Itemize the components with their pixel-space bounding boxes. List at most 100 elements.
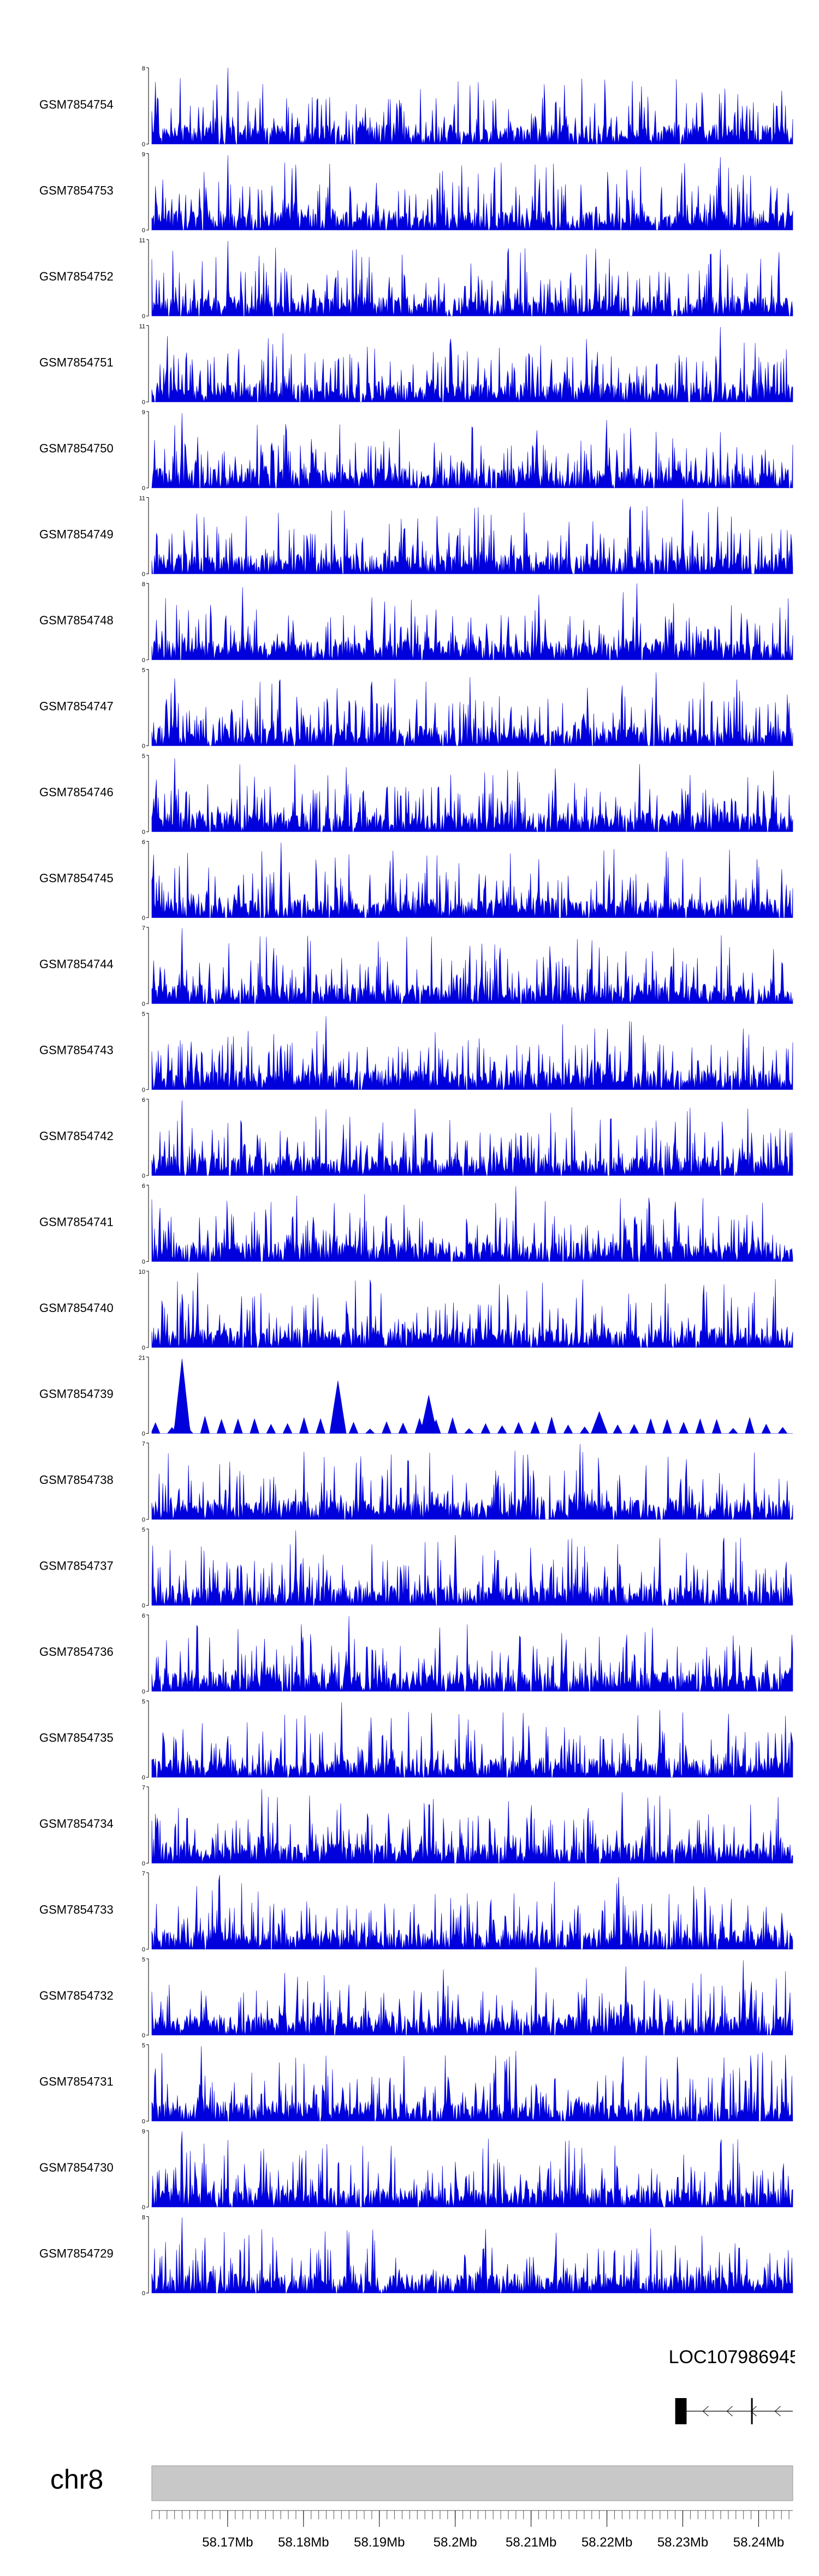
strand-arrow <box>702 2406 709 2417</box>
track-GSM7854749: GSM7854749 11 0 <box>39 496 793 578</box>
y-max-label: 11 <box>139 496 145 502</box>
y-max-label: 8 <box>142 2215 145 2221</box>
coverage-signal <box>151 2046 793 2121</box>
track-label: GSM7854734 <box>39 1817 114 1830</box>
y-max-label: 6 <box>142 1183 145 1190</box>
track-label: GSM7854747 <box>39 700 114 713</box>
track-label: GSM7854738 <box>39 1473 114 1487</box>
gene-track: LOC107986945 <box>669 2347 795 2424</box>
y-max-label: 7 <box>142 925 145 932</box>
track-label: GSM7854733 <box>39 1903 114 1917</box>
track-label: GSM7854744 <box>39 957 114 971</box>
chromosome-ideogram <box>151 2465 793 2501</box>
y-max-label: 10 <box>139 1269 145 1275</box>
track-GSM7854740: GSM7854740 10 0 <box>39 1269 793 1351</box>
track-label: GSM7854730 <box>39 2161 114 2174</box>
coverage-signal <box>151 67 793 145</box>
track-label: GSM7854741 <box>39 1215 114 1229</box>
coverage-signal <box>151 1444 793 1520</box>
coverage-signal <box>151 1530 793 1606</box>
strand-arrow <box>750 2406 757 2417</box>
y-min-label: 0 <box>142 1775 145 1781</box>
track-GSM7854752: GSM7854752 11 0 <box>39 237 793 320</box>
coverage-signal <box>151 155 793 230</box>
axis-tick-label: 58.23Mb <box>657 2535 708 2550</box>
y-min-label: 0 <box>142 915 145 922</box>
coverage-signal <box>151 1358 793 1434</box>
y-max-label: 8 <box>142 65 145 72</box>
coverage-signal <box>151 1875 793 1949</box>
y-min-label: 0 <box>142 2032 145 2039</box>
track-label: GSM7854731 <box>39 2075 114 2089</box>
axis-tick-label: 58.21Mb <box>506 2535 556 2550</box>
y-max-label: 6 <box>142 1613 145 1619</box>
y-min-label: 0 <box>142 1689 145 1695</box>
y-min-label: 0 <box>142 141 145 148</box>
track-label: GSM7854753 <box>39 184 114 198</box>
y-min-label: 0 <box>142 657 145 664</box>
y-max-label: 5 <box>142 667 145 674</box>
coverage-signal <box>151 928 793 1004</box>
coverage-signal <box>151 1702 793 1778</box>
track-label: GSM7854739 <box>39 1387 114 1401</box>
track-label: GSM7854740 <box>39 1301 114 1315</box>
track-GSM7854735: GSM7854735 5 0 <box>39 1699 793 1781</box>
track-label: GSM7854736 <box>39 1645 114 1659</box>
y-min-label: 0 <box>142 1173 145 1179</box>
axis-tick-label: 58.17Mb <box>202 2535 253 2550</box>
y-max-label: 5 <box>142 1957 145 1963</box>
chromosome-axis: chr8 58.17Mb 58.18Mb 58.19Mb 58.2Mb 58.21Mb 58… <box>50 2464 793 2550</box>
y-max-label: 11 <box>139 237 145 244</box>
y-max-label: 5 <box>142 2043 145 2049</box>
track-GSM7854747: GSM7854747 5 0 <box>39 667 793 750</box>
y-min-label: 0 <box>142 829 145 836</box>
track-label: GSM7854745 <box>39 872 114 885</box>
chromosome-label: chr8 <box>50 2464 103 2495</box>
y-max-label: 6 <box>142 1097 145 1104</box>
track-label: GSM7854743 <box>39 1043 114 1057</box>
axis-tick-label: 58.24Mb <box>733 2535 784 2550</box>
axis-tick-label: 58.2Mb <box>434 2535 477 2550</box>
coverage-signal <box>151 1016 793 1090</box>
coverage-signal <box>151 326 793 402</box>
y-min-label: 0 <box>142 1001 145 1007</box>
strand-arrow <box>726 2406 733 2417</box>
track-label: GSM7854750 <box>39 442 114 455</box>
y-max-label: 5 <box>142 1011 145 1018</box>
y-min-label: 0 <box>142 571 145 578</box>
y-min-label: 0 <box>142 1517 145 1523</box>
track-GSM7854738: GSM7854738 7 0 <box>39 1441 793 1523</box>
y-max-label: 5 <box>142 753 145 760</box>
y-min-label: 0 <box>142 1603 145 1609</box>
strand-arrow <box>774 2406 781 2417</box>
track-label: GSM7854751 <box>39 356 114 369</box>
track-label: GSM7854749 <box>39 528 114 541</box>
y-min-label: 0 <box>142 743 145 750</box>
y-min-label: 0 <box>142 2291 145 2297</box>
track-GSM7854734: GSM7854734 7 0 <box>39 1785 793 1867</box>
track-GSM7854748: GSM7854748 8 0 <box>39 581 793 664</box>
y-max-label: 7 <box>142 1441 145 1447</box>
track-label: GSM7854754 <box>39 98 114 111</box>
gene-exon <box>675 2398 687 2424</box>
track-label: GSM7854746 <box>39 785 114 799</box>
y-max-label: 9 <box>142 409 145 416</box>
coverage-signal <box>151 241 793 317</box>
track-GSM7854745: GSM7854745 6 0 <box>39 839 793 922</box>
gene-exon <box>751 2398 753 2424</box>
track-GSM7854732: GSM7854732 5 0 <box>39 1957 793 2039</box>
track-GSM7854737: GSM7854737 5 0 <box>39 1527 793 1609</box>
track-GSM7854730: GSM7854730 9 0 <box>39 2128 793 2211</box>
track-GSM7854736: GSM7854736 6 0 <box>39 1613 793 1695</box>
track-GSM7854746: GSM7854746 5 0 <box>39 753 793 836</box>
track-GSM7854741: GSM7854741 6 0 <box>39 1183 793 1266</box>
track-label: GSM7854742 <box>39 1129 114 1143</box>
track-GSM7854739: GSM7854739 21 0 <box>39 1355 793 1438</box>
y-min-label: 0 <box>142 399 145 406</box>
y-max-label: 5 <box>142 1699 145 1706</box>
axis-tick-label: 58.22Mb <box>581 2535 632 2550</box>
coverage-signal <box>151 1788 793 1864</box>
coverage-signal <box>151 2217 793 2293</box>
coverage-signal <box>151 758 793 832</box>
